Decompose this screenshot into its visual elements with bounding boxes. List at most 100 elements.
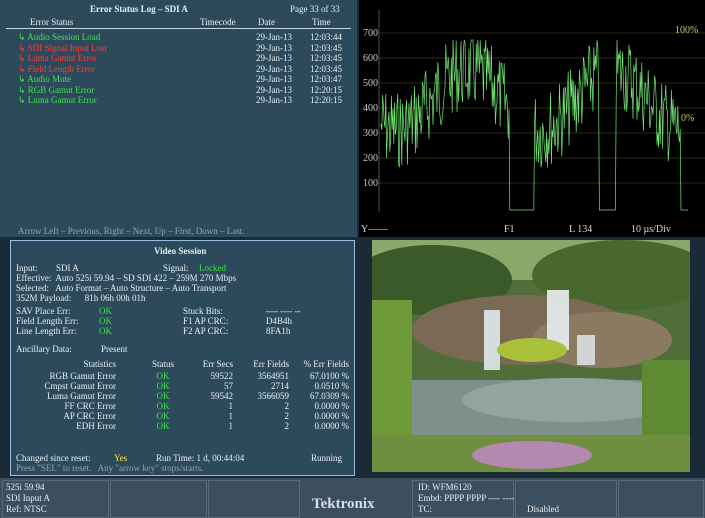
stats-cell: OK	[156, 411, 170, 421]
status-icon: ↳	[18, 95, 28, 105]
state: Running	[311, 453, 343, 463]
status-cell	[110, 480, 207, 518]
error-time: 12:03:45	[310, 63, 343, 74]
value: SDI A	[56, 263, 79, 273]
check-value: ---- ---- --	[266, 306, 301, 316]
stats-cell: 0.0510 %	[314, 381, 350, 391]
scale-label: 300	[363, 128, 378, 139]
stats-cell: 59542	[210, 391, 234, 401]
scale-label: 700	[363, 28, 378, 39]
stats-cell: 1	[228, 401, 234, 411]
stats-cell: 2	[284, 421, 290, 431]
check-value: OK	[99, 306, 112, 316]
info-line: Effective: Auto 525i 59.94 – SD SDI 422 …	[16, 273, 237, 283]
status-icon: ↳	[18, 53, 28, 63]
picture	[352, 240, 705, 472]
error-time: 12:03:47	[310, 74, 343, 84]
divider	[6, 28, 351, 29]
scale-label: 600	[363, 53, 378, 64]
stats-cell: 0.0000 %	[314, 421, 350, 431]
stats-header: % Err Fields	[303, 359, 350, 369]
picture-panel	[352, 240, 705, 472]
stats-cell: 2	[284, 411, 290, 421]
check-value: 8FA1h	[266, 326, 291, 336]
error-status: ↳ Field Length Error	[18, 64, 95, 74]
error-log-panel: Error Status Log – SDI A Page 33 of 33 Err…	[0, 0, 357, 237]
error-date: 29-Jan-13	[256, 53, 292, 63]
tc-value: Disabled	[527, 504, 559, 514]
stats-header: Err Fields	[253, 359, 289, 369]
check-label: Line Length Err:	[16, 326, 77, 336]
check-label: F1 AP CRC:	[183, 316, 229, 326]
status-cell	[208, 480, 300, 518]
status-cell	[618, 480, 704, 518]
check-value: D4B4h	[266, 316, 293, 326]
info-line: 352M Payload: 81h 06h 00h 01h	[16, 293, 146, 303]
error-status: ↳ SDI Signal Input Lost	[18, 43, 107, 53]
waveform-status: Y——	[361, 224, 389, 235]
error-status: ↳ Luma Gamut Error	[18, 95, 97, 105]
stats-cell: 3564951	[257, 371, 290, 381]
error-status-text: Audio Mute	[27, 74, 72, 84]
error-time: 12:03:45	[310, 42, 343, 53]
column-header: Timecode	[200, 17, 236, 27]
tc-label: TC:	[418, 504, 433, 514]
stats-cell: 0.0000 %	[314, 411, 350, 421]
stats-cell: AP CRC Error	[63, 411, 116, 421]
scale-label: 100	[363, 178, 378, 189]
status-icon: ↳	[18, 63, 28, 74]
label: Signal:	[163, 263, 189, 273]
error-status-text: SDI Signal Input Lost	[27, 42, 108, 53]
error-status: ↳ RGB Gamut Error	[18, 85, 94, 95]
error-status: ↳ Luma Gamut Error	[18, 53, 97, 63]
error-status: ↳ Audio Session Load	[18, 32, 100, 42]
input: SDI Input A	[6, 493, 51, 503]
log-page: Page 33 of 33	[290, 4, 340, 14]
stats-cell: OK	[156, 391, 170, 401]
embedded-audio: Embd: PPPP PPPP ---- ----	[418, 493, 515, 503]
error-date: 29-Jan-13	[256, 95, 292, 105]
check-label: Stuck Bits:	[183, 306, 223, 316]
value: Yes	[114, 453, 128, 463]
scale-label: 200	[363, 153, 378, 164]
stats-cell: Luma Gamut Error	[47, 391, 116, 401]
column-header: Time	[312, 17, 331, 27]
error-time: 12:20:15	[310, 95, 343, 105]
waveform-status: L 134	[569, 224, 592, 235]
label: Changed since reset:	[16, 453, 91, 463]
waveform-status: F1	[504, 224, 515, 235]
stats-cell: Cmpst Gamut Error	[44, 381, 117, 391]
error-status: ↳ Audio Mute	[18, 74, 71, 84]
status-icon: ↳	[18, 74, 28, 84]
stats-cell: 3566059	[257, 391, 290, 401]
runtime: Run Time: 1 d, 00:44:04	[156, 453, 245, 463]
brand-logo: Tektronix	[312, 496, 375, 512]
log-footer: Arrow Left – Previous, Right – Next, Up …	[18, 226, 245, 236]
column-header: Date	[258, 17, 275, 27]
stats-header: Status	[151, 359, 175, 369]
error-time: 12:03:44	[310, 32, 343, 42]
instrument-id: ID: WFM6120	[418, 482, 472, 492]
error-status-text: Field Length Error	[27, 63, 96, 74]
stats-cell: 67.0309 %	[310, 391, 349, 401]
check-label: Field Length Err:	[16, 316, 79, 326]
stats-cell: 67.0100 %	[310, 371, 349, 381]
error-status-text: RGB Gamut Error	[27, 84, 95, 95]
label: Ancillary Data:	[16, 344, 72, 354]
session-title: Video Session	[154, 246, 207, 256]
format: 525i 59.94	[6, 482, 45, 492]
column-header: Error Status	[30, 17, 74, 27]
check-label: SAV Place Err:	[16, 306, 71, 316]
waveform: 700 600 500 400 300 200 100 100% 0% Y—— F1 L 134 10 …	[361, 10, 705, 235]
error-status-text: Audio Session Load	[27, 32, 101, 42]
stats-cell: 57	[224, 381, 233, 391]
error-date: 29-Jan-13	[256, 74, 292, 84]
stats-cell: 2	[284, 401, 290, 411]
check-value: OK	[99, 316, 112, 326]
status-icon: ↳	[18, 42, 28, 53]
stats-cell: 2714	[271, 381, 289, 391]
stats-cell: 1	[228, 421, 234, 431]
stats-cell: OK	[156, 421, 170, 431]
stats-cell: OK	[156, 401, 170, 411]
